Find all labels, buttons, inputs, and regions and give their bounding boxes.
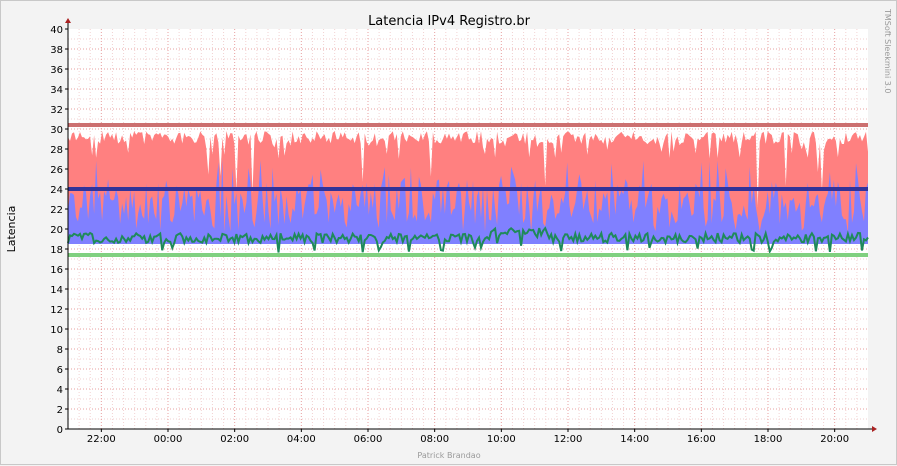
x-tick-label: 10:00: [487, 434, 516, 445]
y-tick-label: 24: [50, 185, 63, 196]
x-tick-label: 04:00: [287, 434, 316, 445]
x-tick-label: 18:00: [754, 434, 783, 445]
y-tick-label: 32: [50, 105, 63, 116]
y-axis-label: Latencia: [5, 206, 18, 253]
x-tick-label: 02:00: [220, 434, 249, 445]
y-tick-label: 2: [57, 405, 63, 416]
author-credit: Patrick Brandao: [417, 451, 480, 460]
y-tick-label: 34: [50, 85, 63, 96]
x-axis-arrow: [872, 426, 877, 432]
y-tick-label: 4: [57, 385, 63, 396]
series-avg-area: [68, 159, 868, 244]
y-tick-label: 22: [50, 205, 63, 216]
x-tick-label: 20:00: [820, 434, 849, 445]
x-tick-label: 16:00: [687, 434, 716, 445]
x-tick-label: 14:00: [620, 434, 649, 445]
x-tick-label: 22:00: [87, 434, 116, 445]
reference-lines: [68, 123, 868, 257]
x-tick-labels: 22:00 00:00 02:00 04:00 06:00 08:00 10:00 12:00…: [87, 429, 849, 445]
y-tick-label: 14: [50, 285, 63, 296]
y-tick-label: 6: [57, 365, 63, 376]
series-min-line: [67, 226, 869, 255]
grid: [68, 29, 868, 429]
series-layer: [67, 131, 869, 255]
x-tick-label: 00:00: [154, 434, 183, 445]
x-tick-label: 12:00: [554, 434, 583, 445]
x-tick-label: 08:00: [420, 434, 449, 445]
y-tick-label: 30: [50, 125, 63, 136]
y-axis-arrow: [65, 18, 71, 23]
chart-title: Latencia IPv4 Registro.br: [368, 14, 531, 29]
y-tick-label: 18: [50, 245, 63, 256]
y-tick-label: 10: [50, 325, 63, 336]
y-tick-label: 12: [50, 305, 63, 316]
x-tick-label: 06:00: [354, 434, 383, 445]
y-tick-label: 26: [50, 165, 63, 176]
y-tick-label: 20: [50, 225, 63, 236]
watermark: TMSoft Sleekmini 3.0: [883, 8, 892, 93]
y-tick-label: 16: [50, 265, 63, 276]
y-tick-label: 0: [57, 425, 63, 436]
y-tick-label: 40: [50, 25, 63, 36]
y-tick-label: 28: [50, 145, 63, 156]
y-tick-label: 8: [57, 345, 63, 356]
y-tick-label: 38: [50, 45, 63, 56]
y-tick-label: 36: [50, 65, 63, 76]
